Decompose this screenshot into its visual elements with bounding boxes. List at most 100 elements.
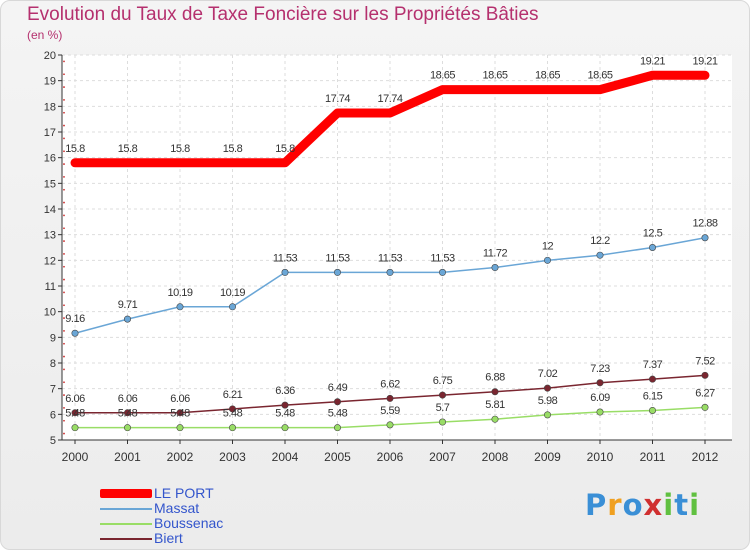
data-label: 7.37	[643, 359, 663, 371]
data-point	[701, 371, 709, 379]
chart-subtitle: (en %)	[27, 28, 63, 42]
data-label: 12.5	[643, 228, 663, 240]
y-axis-minor-mark	[63, 137, 65, 140]
data-label: 12	[542, 240, 554, 252]
data-point	[543, 256, 551, 264]
logo-letter: i	[663, 488, 675, 522]
data-label: 6.15	[643, 390, 663, 402]
data-label: 5.48	[328, 408, 348, 420]
x-tick-label: 2002	[167, 450, 194, 464]
y-axis-minor-mark	[63, 304, 65, 307]
x-tick-label: 2006	[377, 450, 404, 464]
data-label: 15.8	[223, 143, 243, 155]
data-label: 11.53	[430, 252, 455, 264]
data-point	[229, 424, 237, 432]
proxiti-logo: Proxiti	[585, 488, 700, 522]
data-point	[438, 268, 446, 276]
y-tick-label: 7	[50, 384, 56, 396]
data-label: 5.48	[118, 408, 138, 420]
data-point	[71, 329, 79, 337]
y-axis-minor-mark	[63, 124, 65, 127]
y-tick-label: 10	[44, 307, 56, 319]
y-axis-minor-mark	[63, 330, 65, 332]
data-label: 9.16	[65, 313, 85, 325]
x-tick-label: 2007	[429, 450, 456, 464]
data-label: 5.48	[223, 408, 243, 420]
chart-title: Evolution du Taux de Taxe Foncière sur l…	[27, 4, 539, 25]
x-tick-label: 2003	[219, 450, 246, 464]
y-tick-label: 8	[50, 358, 56, 370]
data-label: 6.75	[433, 375, 453, 387]
data-point	[648, 375, 656, 383]
data-point	[648, 244, 656, 252]
data-label: 5.48	[170, 408, 190, 420]
x-tick-label: 2011	[640, 450, 666, 464]
data-label: 6.21	[223, 389, 243, 401]
y-tick-label: 13	[44, 230, 56, 242]
x-tick-label: 2001	[114, 450, 141, 464]
data-point	[176, 409, 184, 417]
y-axis-minor-mark	[63, 86, 65, 88]
logo-letter: o	[622, 488, 644, 522]
data-point	[176, 424, 184, 432]
data-label: 11.53	[378, 252, 403, 264]
y-axis-minor-mark	[63, 278, 65, 281]
logo-letter: P	[585, 488, 608, 522]
y-axis-minor-mark	[63, 381, 65, 384]
y-axis-minor-mark	[63, 163, 65, 165]
data-label: 7.23	[590, 363, 610, 375]
data-label: 18.65	[430, 70, 455, 82]
legend-item: Massat	[100, 501, 223, 516]
y-axis-minor-mark	[63, 73, 65, 76]
data-point	[491, 388, 499, 396]
data-label: 15.8	[65, 143, 85, 155]
data-label: 10.19	[220, 287, 245, 299]
legend-item: Biert	[100, 531, 223, 546]
data-label: 18.65	[482, 70, 507, 82]
data-label: 6.88	[485, 372, 505, 384]
data-point	[71, 424, 79, 432]
data-label: 6.27	[695, 387, 715, 399]
y-axis-minor-mark	[63, 394, 65, 396]
data-point	[124, 409, 132, 417]
data-label: 6.06	[118, 393, 138, 405]
y-axis-minor-mark	[63, 317, 65, 319]
data-label: 6.62	[380, 378, 400, 390]
data-label: 5.81	[485, 399, 505, 411]
y-tick-label: 18	[44, 101, 56, 113]
data-point	[281, 424, 289, 432]
y-axis-minor-mark	[63, 201, 65, 204]
x-tick-label: 2000	[62, 450, 89, 464]
data-point	[596, 251, 604, 259]
y-tick-label: 14	[44, 204, 56, 216]
data-point	[543, 411, 551, 419]
legend-item: LE PORT	[100, 486, 223, 501]
data-point	[648, 406, 656, 414]
y-tick-label: 12	[44, 255, 56, 267]
y-axis-minor-mark	[63, 355, 65, 358]
data-point	[229, 303, 237, 311]
logo-letter: i	[689, 488, 701, 522]
data-point	[491, 264, 499, 272]
x-tick-label: 2008	[482, 450, 509, 464]
data-label: 10.19	[167, 287, 192, 299]
y-tick-label: 16	[44, 153, 56, 165]
data-label: 6.06	[170, 393, 190, 405]
data-point	[333, 398, 341, 406]
legend-swatch	[100, 522, 152, 525]
y-tick-label: 11	[45, 281, 56, 293]
data-label: 7.52	[695, 355, 715, 367]
data-point	[124, 315, 132, 323]
data-label: 9.71	[118, 299, 138, 311]
y-axis-minor-mark	[63, 150, 65, 153]
data-label: 5.48	[275, 408, 295, 420]
plot-area	[62, 55, 732, 440]
data-label: 6.49	[328, 382, 348, 394]
data-label: 6.36	[275, 385, 295, 397]
x-tick-label: 2012	[692, 450, 719, 464]
y-axis-minor-mark	[63, 188, 65, 191]
legend-label: Boussenac	[154, 515, 224, 531]
data-point	[176, 303, 184, 311]
x-tick-label: 2010	[587, 450, 614, 464]
